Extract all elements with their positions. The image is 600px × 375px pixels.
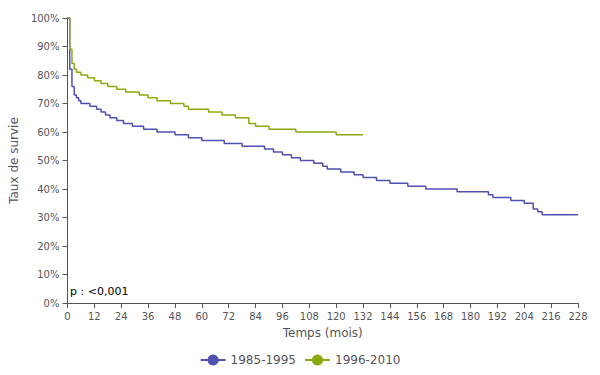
svg-text:180: 180 [461,311,480,322]
svg-text:228: 228 [568,311,587,322]
svg-text:60%: 60% [37,127,59,138]
svg-text:10%: 10% [37,269,59,280]
svg-text:0: 0 [64,311,70,322]
svg-text:204: 204 [515,311,534,322]
svg-text:156: 156 [407,311,426,322]
svg-text:p : <0,001: p : <0,001 [70,285,128,298]
svg-text:36: 36 [142,311,155,322]
svg-text:70%: 70% [37,98,59,109]
svg-text:12: 12 [88,311,101,322]
svg-text:108: 108 [300,311,319,322]
svg-text:120: 120 [327,311,346,322]
svg-text:Temps (mois): Temps (mois) [282,326,363,340]
svg-text:48: 48 [169,311,182,322]
svg-text:192: 192 [488,311,507,322]
svg-text:50%: 50% [37,155,59,166]
svg-text:Taux de survie: Taux de survie [7,117,21,205]
svg-text:132: 132 [354,311,373,322]
svg-text:216: 216 [542,311,561,322]
svg-text:96: 96 [276,311,289,322]
svg-text:40%: 40% [37,184,59,195]
svg-text:1996-2010: 1996-2010 [335,353,400,367]
svg-text:100%: 100% [31,13,60,24]
svg-text:60: 60 [195,311,208,322]
svg-text:1985-1995: 1985-1995 [231,353,296,367]
svg-text:144: 144 [380,311,399,322]
svg-text:72: 72 [222,311,235,322]
svg-text:90%: 90% [37,41,59,52]
svg-text:84: 84 [249,311,262,322]
svg-text:168: 168 [434,311,453,322]
svg-text:20%: 20% [37,241,59,252]
svg-text:0%: 0% [44,298,60,309]
svg-text:80%: 80% [37,70,59,81]
svg-text:24: 24 [115,311,128,322]
svg-text:30%: 30% [37,212,59,223]
